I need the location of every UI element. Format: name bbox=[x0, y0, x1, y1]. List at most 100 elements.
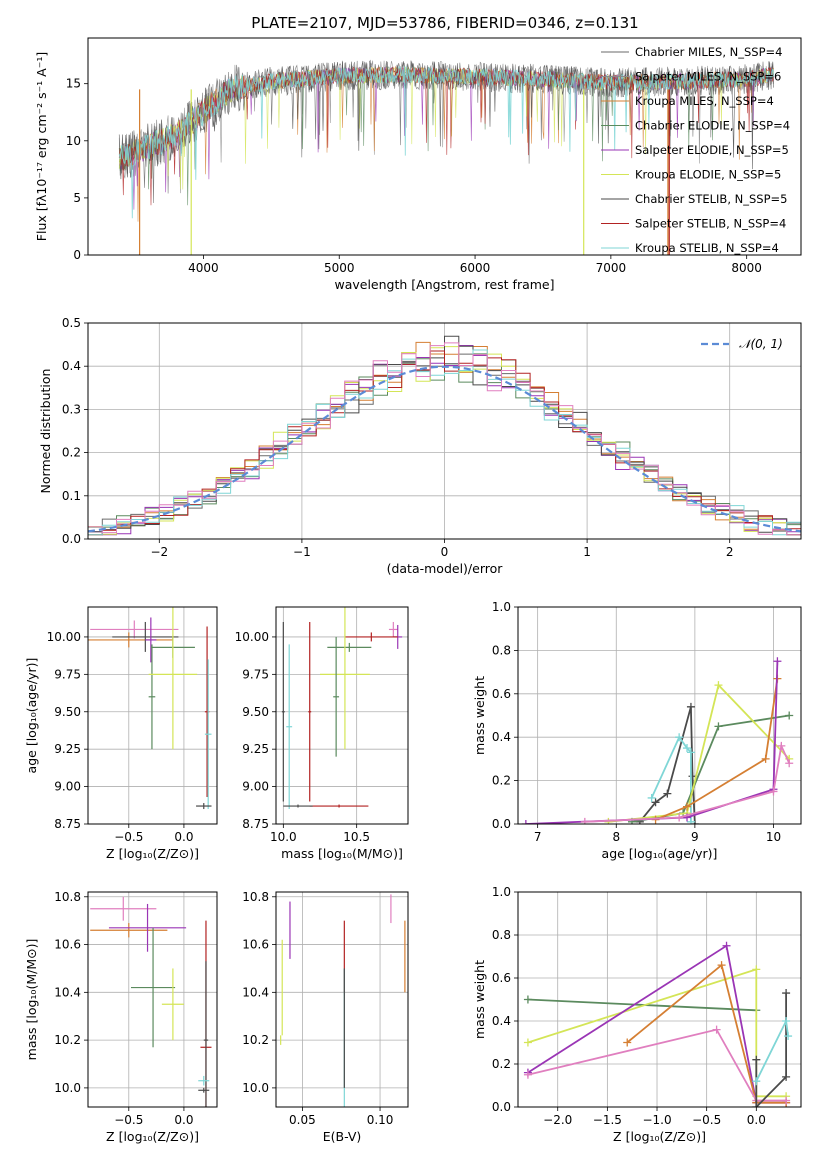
legend-label: Kroupa MILES, N_SSP=4 bbox=[635, 94, 774, 108]
x-tick-label: 5000 bbox=[324, 261, 355, 275]
legend-label: Chabrier ELODIE, N_SSP=4 bbox=[635, 119, 790, 133]
weight-marker bbox=[686, 702, 695, 711]
weight-marker bbox=[782, 1072, 791, 1081]
y-tick-label: 9.75 bbox=[54, 667, 81, 681]
y-tick-label: 0.5 bbox=[62, 316, 81, 330]
weight-marker bbox=[769, 787, 778, 796]
weight-line-chabrier_elodie bbox=[527, 998, 757, 1012]
weight-marker bbox=[623, 1038, 632, 1047]
axes-frame bbox=[87, 891, 218, 1108]
weight-line-kroupa_elodie bbox=[527, 968, 787, 1098]
normal-curve bbox=[88, 365, 801, 533]
weight-marker bbox=[663, 789, 672, 798]
legend-label: Kroupa STELIB, N_SSP=4 bbox=[635, 241, 779, 255]
histogram-salpeter_stelib bbox=[88, 350, 801, 536]
y-axis-label: mass weight bbox=[472, 676, 487, 755]
legend-label: Salpeter MILES, N_SSP=6 bbox=[635, 70, 781, 84]
y-tick-label: 10.8 bbox=[242, 890, 269, 904]
panel-spectrum: 4000 5000 6000 7000 8000 0 5 10 15 wavelength [An… bbox=[34, 37, 802, 292]
x-tick-label: 9 bbox=[691, 830, 699, 844]
x-axis-label: Z [log₁₀(Z/Z⊙)] bbox=[613, 1129, 706, 1144]
y-tick-label: 0.6 bbox=[492, 971, 511, 985]
weight-marker bbox=[782, 1096, 791, 1105]
y-tick-label: 10 bbox=[66, 134, 81, 148]
spectrum-line-kroupa_stelib bbox=[118, 65, 775, 219]
y-tick-label: 10.4 bbox=[54, 985, 81, 999]
panel-age_vs_Z: −0.5 0.0 8.75 9.00 9.25 9.50 9.75 10.00 Z [log₁₀… bbox=[24, 606, 218, 861]
y-tick-label: 0.8 bbox=[492, 928, 511, 942]
weight-line-kroupa_elodie bbox=[608, 683, 790, 823]
axes-frame bbox=[517, 606, 802, 825]
weight-marker bbox=[686, 748, 695, 757]
x-axis-label: E(B-V) bbox=[323, 1129, 362, 1144]
weight-marker bbox=[752, 1055, 761, 1064]
x-axis-label: Z [log₁₀(Z/Z⊙)] bbox=[106, 846, 199, 861]
y-tick-label: 0.0 bbox=[492, 1100, 511, 1114]
x-tick-label: 0.0 bbox=[747, 1113, 766, 1127]
weight-line-pink bbox=[527, 1028, 787, 1102]
weight-marker bbox=[523, 1070, 532, 1079]
plot-area bbox=[521, 657, 794, 824]
weight-marker bbox=[647, 793, 656, 802]
y-tick-label: 5 bbox=[73, 191, 81, 205]
y-tick-label: 0.2 bbox=[492, 774, 511, 788]
x-axis-label: wavelength [Angstrom, rest frame] bbox=[334, 277, 554, 292]
x-axis-label: age [log₁₀(age/yr)] bbox=[602, 846, 718, 861]
histogram-pink bbox=[88, 342, 801, 536]
weight-marker bbox=[675, 813, 684, 822]
panel-age_vs_mass: 10.0 10.5 8.75 9.00 9.25 9.50 9.75 10.00 mass [l… bbox=[235, 606, 409, 861]
x-tick-label: −0.5 bbox=[114, 830, 143, 844]
weight-marker bbox=[752, 1103, 761, 1107]
weight-marker bbox=[712, 1025, 721, 1034]
axes-frame bbox=[87, 322, 802, 540]
x-tick-label: 10.5 bbox=[343, 830, 370, 844]
plot-area bbox=[523, 941, 793, 1107]
axes-frame bbox=[87, 606, 218, 825]
y-tick-label: 9.50 bbox=[242, 705, 269, 719]
y-tick-label: 10.4 bbox=[242, 985, 269, 999]
y-tick-label: 0.4 bbox=[492, 1014, 511, 1028]
weight-marker bbox=[785, 759, 794, 768]
y-tick-label: 9.00 bbox=[54, 780, 81, 794]
panel-weight_vs_age: 7 8 9 10 0.0 0.2 0.4 0.6 0.8 1.0 age [log₁₀(age/yr… bbox=[472, 600, 802, 861]
x-tick-label: 0.10 bbox=[367, 1113, 394, 1127]
x-tick-label: 0.0 bbox=[174, 830, 193, 844]
weight-marker bbox=[784, 1032, 793, 1041]
y-tick-label: 0.2 bbox=[492, 1057, 511, 1071]
plot-area bbox=[90, 896, 212, 1107]
x-tick-label: −1.0 bbox=[642, 1113, 671, 1127]
plot-area bbox=[118, 59, 775, 255]
x-tick-label: 6000 bbox=[460, 261, 491, 275]
weight-line-kroupa_miles bbox=[655, 678, 779, 821]
y-axis-label: mass weight bbox=[472, 960, 487, 1039]
y-tick-label: 9.25 bbox=[54, 742, 81, 756]
y-axis-label: age [log₁₀(age/yr)] bbox=[24, 658, 39, 774]
weight-marker bbox=[761, 754, 770, 763]
weight-marker bbox=[782, 989, 791, 998]
y-tick-label: 10.8 bbox=[54, 890, 81, 904]
y-tick-label: 0.2 bbox=[62, 446, 81, 460]
weight-marker bbox=[717, 961, 726, 970]
spectrum-legend: Chabrier MILES, N_SSP=4 Salpeter MILES, N… bbox=[601, 45, 790, 255]
axes-frame bbox=[275, 891, 409, 1108]
weight-marker bbox=[785, 711, 794, 720]
weight-marker bbox=[714, 722, 723, 731]
y-tick-label: 0.1 bbox=[62, 489, 81, 503]
panel-mass_vs_Z: −0.5 0.0 10.0 10.2 10.4 10.6 10.8 Z [log₁₀(Z/Z⊙… bbox=[24, 890, 218, 1144]
histogram-kroupa_stelib bbox=[88, 349, 801, 536]
weight-marker bbox=[651, 798, 660, 807]
weight-marker bbox=[777, 741, 786, 750]
weight-marker bbox=[752, 1077, 761, 1086]
y-axis-label: Flux [fλ10⁻¹⁷ erg cm⁻² s⁻¹ A⁻¹] bbox=[34, 52, 49, 241]
x-tick-label: −0.5 bbox=[692, 1113, 721, 1127]
y-tick-label: 10.0 bbox=[242, 1081, 269, 1095]
x-tick-label: 0 bbox=[441, 545, 449, 559]
legend-label: Chabrier MILES, N_SSP=4 bbox=[635, 45, 782, 59]
y-tick-label: 8.75 bbox=[242, 817, 269, 831]
x-tick-label: 1 bbox=[583, 545, 591, 559]
x-tick-label: 4000 bbox=[188, 261, 219, 275]
x-tick-label: 7000 bbox=[596, 261, 627, 275]
y-tick-label: 9.75 bbox=[242, 667, 269, 681]
x-tick-label: 0.05 bbox=[289, 1113, 316, 1127]
